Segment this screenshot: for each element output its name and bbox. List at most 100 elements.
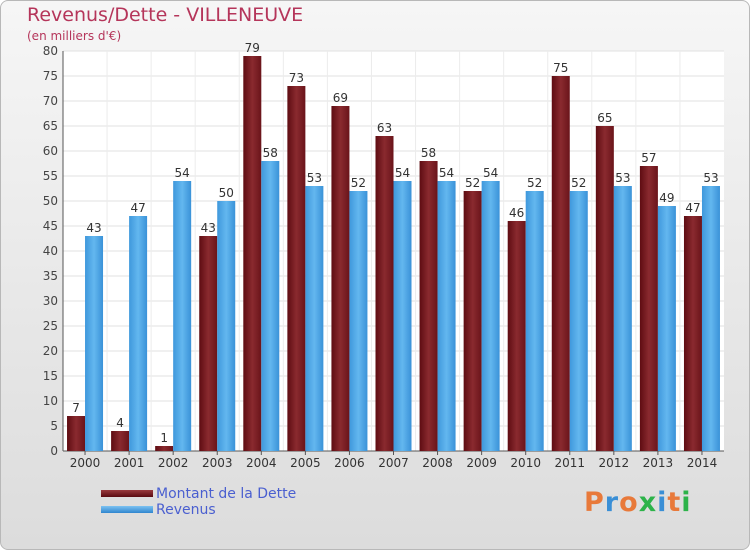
x-tick-label: 2011 (554, 456, 585, 470)
data-label-debt: 69 (333, 91, 348, 105)
y-tick-label: 25 (43, 319, 58, 333)
y-tick-label: 75 (43, 69, 58, 83)
y-tick-label: 0 (50, 444, 58, 458)
bar-debt (595, 126, 614, 451)
data-label-revenue: 52 (527, 176, 542, 190)
data-label-revenue: 54 (439, 166, 454, 180)
data-label-revenue: 54 (483, 166, 498, 180)
bar-debt (243, 56, 262, 451)
logo-letter: i (657, 487, 668, 518)
data-label-revenue: 54 (175, 166, 190, 180)
x-tick-label: 2012 (599, 456, 630, 470)
data-label-revenue: 47 (130, 201, 145, 215)
data-label-debt: 63 (377, 121, 392, 135)
bar-debt (111, 431, 130, 451)
y-tick-label: 60 (43, 144, 58, 158)
bar-revenue (261, 161, 280, 451)
bar-revenue (701, 186, 720, 451)
bar-revenue (129, 216, 148, 451)
data-label-revenue: 50 (219, 186, 234, 200)
x-tick-label: 2008 (422, 456, 453, 470)
x-tick-label: 2005 (290, 456, 321, 470)
proxiti-logo: Proxiti (584, 487, 692, 518)
bar-debt (419, 161, 438, 451)
y-tick-label: 80 (43, 44, 58, 58)
data-label-revenue: 53 (703, 171, 718, 185)
bar-debt (67, 416, 86, 451)
y-tick-label: 70 (43, 94, 58, 108)
y-tick-label: 50 (43, 194, 58, 208)
bar-debt (287, 86, 306, 451)
bar-debt (375, 136, 394, 451)
bar-debt (155, 446, 174, 451)
y-tick-label: 20 (43, 344, 58, 358)
legend-label-debt: Montant de la Dette (156, 486, 297, 502)
y-tick-label: 10 (43, 394, 58, 408)
data-label-debt: 73 (289, 71, 304, 85)
bar-revenue (525, 191, 544, 451)
logo-letter: r (604, 487, 620, 518)
data-label-revenue: 54 (395, 166, 410, 180)
data-label-debt: 57 (641, 151, 656, 165)
bar-revenue (569, 191, 588, 451)
bar-debt (507, 221, 526, 451)
data-label-debt: 65 (597, 111, 612, 125)
x-tick-label: 2000 (70, 456, 101, 470)
logo-letter: i (681, 487, 692, 518)
x-tick-label: 2007 (378, 456, 409, 470)
data-label-revenue: 53 (307, 171, 322, 185)
data-label-revenue: 52 (571, 176, 586, 190)
data-label-revenue: 43 (86, 221, 101, 235)
data-label-debt: 46 (509, 206, 524, 220)
bar-debt (199, 236, 218, 451)
bar-debt (551, 76, 570, 451)
data-label-debt: 75 (553, 61, 568, 75)
data-label-revenue: 49 (659, 191, 674, 205)
x-tick-label: 2003 (202, 456, 233, 470)
data-label-revenue: 52 (351, 176, 366, 190)
x-tick-label: 2010 (510, 456, 541, 470)
x-tick-label: 2009 (466, 456, 497, 470)
y-tick-label: 35 (43, 269, 58, 283)
data-label-debt: 43 (201, 221, 216, 235)
data-label-debt: 1 (160, 431, 168, 445)
y-tick-label: 65 (43, 119, 58, 133)
data-label-debt: 58 (421, 146, 436, 160)
y-tick-label: 5 (50, 419, 58, 433)
bar-debt (639, 166, 658, 451)
bar-revenue (393, 181, 412, 451)
data-label-debt: 7 (72, 401, 80, 415)
x-tick-label: 2001 (114, 456, 145, 470)
x-tick-label: 2006 (334, 456, 365, 470)
x-tick-label: 2013 (643, 456, 674, 470)
y-tick-label: 45 (43, 219, 58, 233)
data-label-revenue: 53 (615, 171, 630, 185)
logo-letter: o (619, 487, 639, 518)
legend-swatch-revenue (101, 506, 153, 513)
y-tick-label: 30 (43, 294, 58, 308)
y-tick-label: 40 (43, 244, 58, 258)
x-tick-label: 2014 (687, 456, 718, 470)
data-label-debt: 52 (465, 176, 480, 190)
bar-revenue (217, 201, 236, 451)
x-tick-label: 2004 (246, 456, 277, 470)
bar-debt (683, 216, 702, 451)
data-label-debt: 79 (245, 41, 260, 55)
logo-letter: x (638, 487, 658, 518)
bar-revenue (437, 181, 456, 451)
bar-revenue (349, 191, 368, 451)
bar-revenue (305, 186, 324, 451)
bar-revenue (173, 181, 192, 451)
legend-label-revenue: Revenus (156, 502, 216, 518)
logo-letter: t (667, 487, 682, 518)
data-label-debt: 47 (685, 201, 700, 215)
logo-letter: P (584, 487, 605, 518)
bar-revenue (481, 181, 500, 451)
legend-swatch-debt (101, 490, 153, 497)
bar-revenue (657, 206, 676, 451)
data-label-revenue: 58 (263, 146, 278, 160)
y-tick-label: 55 (43, 169, 58, 183)
chart-title: Revenus/Dette - VILLENEUVE (27, 4, 304, 26)
